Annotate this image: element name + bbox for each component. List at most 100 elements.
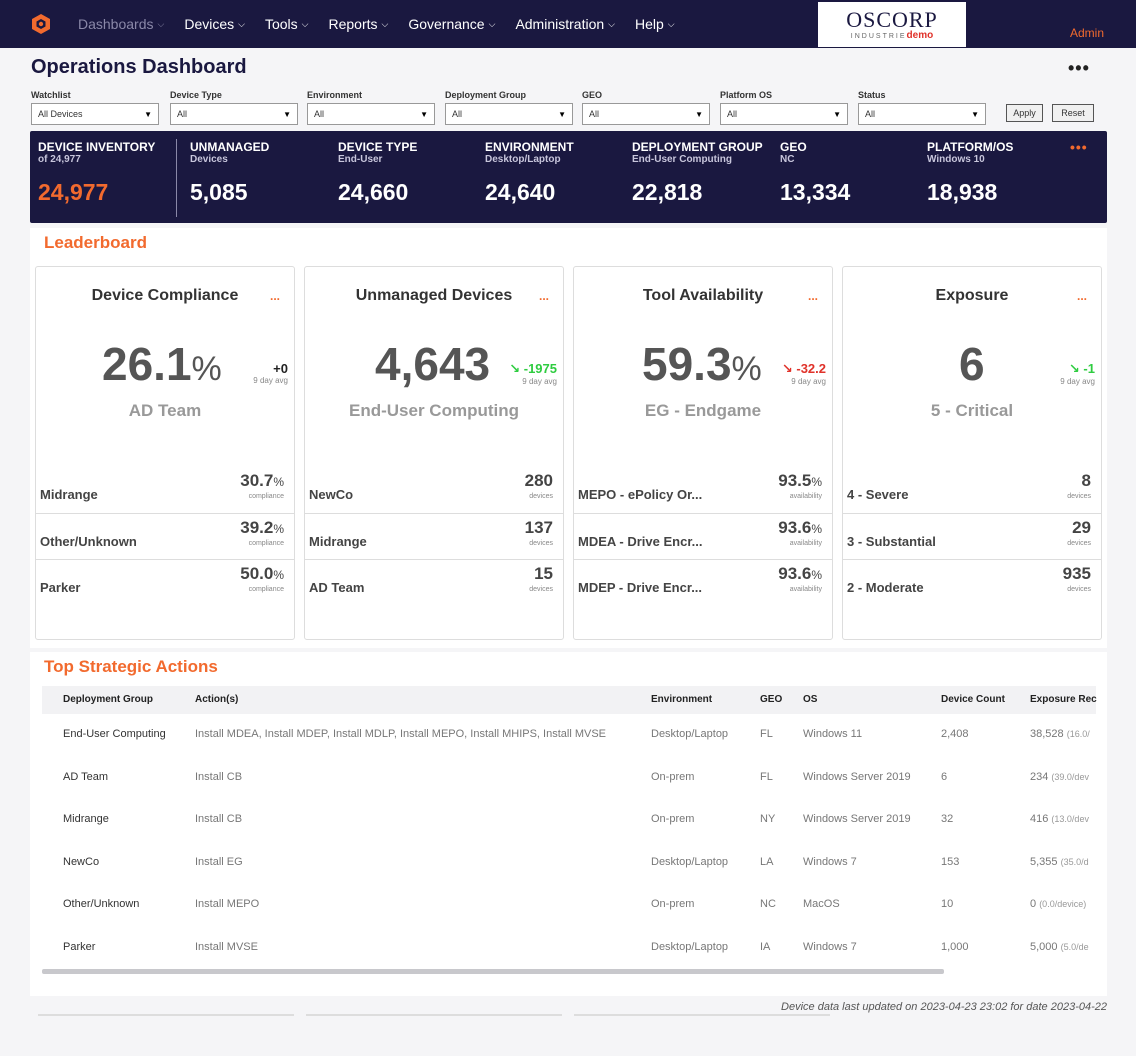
- apply-button[interactable]: Apply: [1006, 104, 1043, 122]
- nav-item-tools[interactable]: Tools ⌵: [265, 16, 309, 32]
- nav-item-devices[interactable]: Devices ⌵: [184, 16, 245, 32]
- leaderboard-row[interactable]: 3 - Substantial 29 devices: [843, 513, 1101, 559]
- table-cell-actions: Install CB: [195, 813, 243, 825]
- leaderboard-row[interactable]: NewCo 280 devices: [305, 467, 563, 513]
- reset-button[interactable]: Reset: [1052, 104, 1094, 122]
- chevron-down-icon: ⌵: [381, 18, 389, 29]
- table-cell-env: On-prem: [651, 898, 695, 910]
- nav-item-label: Help: [634, 16, 664, 32]
- row-caption: availability: [789, 493, 822, 500]
- filter-select[interactable]: All ▼: [582, 103, 710, 125]
- card-more-menu-icon[interactable]: ...: [539, 289, 550, 303]
- column-header[interactable]: Exposure Rec: [1030, 694, 1097, 705]
- nav-item-label: Governance: [408, 16, 485, 32]
- card-more-menu-icon[interactable]: ...: [270, 289, 281, 303]
- table-row[interactable]: Other/Unknown Install MEPO On-prem NC MacOS 1…: [42, 884, 1096, 927]
- table-row[interactable]: AD Team Install CB On-prem FL Windows Server…: [42, 757, 1096, 800]
- column-header[interactable]: GEO: [760, 694, 783, 705]
- kpi-label: GEO: [780, 140, 807, 154]
- table-cell-exposure: 38,528 (16.0/: [1030, 728, 1090, 740]
- kpi-value: 22,818: [632, 179, 703, 205]
- column-header[interactable]: OS: [803, 694, 818, 705]
- column-header[interactable]: Device Count: [941, 694, 1005, 705]
- nav-item-reports[interactable]: Reports ⌵: [328, 16, 388, 32]
- row-name: MEPO - ePolicy Or...: [578, 487, 703, 502]
- leaderboard-row[interactable]: 4 - Severe 8 devices: [843, 467, 1101, 513]
- kpi-device-type[interactable]: DEVICE TYPE End-User: [338, 141, 417, 166]
- row-name: 2 - Moderate: [847, 580, 924, 595]
- leaderboard-card-tool-availability: Tool Availability... 59.3% ↘ -32.2 9 day av…: [573, 266, 833, 640]
- kpi-value: 18,938: [927, 179, 998, 205]
- page-title: Operations Dashboard: [31, 56, 247, 78]
- kpi-device-inventory[interactable]: DEVICE INVENTORY of 24,977: [38, 141, 155, 166]
- table-row[interactable]: Parker Install MVSE Desktop/Laptop IA Window…: [42, 927, 1096, 970]
- filter-label: Device Type: [170, 90, 222, 100]
- filter-select[interactable]: All ▼: [858, 103, 986, 125]
- kpi-value: 13,334: [780, 179, 851, 205]
- filter-environment: Environment All ▼: [307, 90, 435, 125]
- row-caption: devices: [1067, 586, 1091, 593]
- column-header[interactable]: Deployment Group: [63, 694, 154, 705]
- column-header[interactable]: Action(s): [195, 694, 239, 705]
- table-horizontal-scrollbar[interactable]: [42, 969, 944, 974]
- chevron-down-icon: ▼: [971, 109, 979, 119]
- chevron-down-icon: ▼: [420, 109, 428, 119]
- chevron-down-icon: ⌵: [608, 18, 615, 29]
- filter-status: Status All ▼: [858, 90, 986, 125]
- row-caption: compliance: [248, 540, 284, 547]
- leaderboard-row[interactable]: AD Team 15 devices: [305, 559, 563, 605]
- card-more-menu-icon[interactable]: ...: [1077, 289, 1088, 303]
- filter-select[interactable]: All Devices ▼: [31, 103, 159, 125]
- divider-line: [306, 1014, 562, 1016]
- user-menu[interactable]: Admin: [1069, 26, 1104, 40]
- table-cell-geo: NC: [760, 898, 776, 910]
- table-row[interactable]: NewCo Install EG Desktop/Laptop LA Windows 7…: [42, 842, 1096, 885]
- card-more-menu-icon[interactable]: ...: [808, 289, 819, 303]
- filter-select[interactable]: All ▼: [307, 103, 435, 125]
- kpi-environment[interactable]: ENVIRONMENT Desktop/Laptop: [485, 141, 574, 166]
- table-cell-geo: FL: [760, 770, 773, 783]
- filter-select[interactable]: All ▼: [720, 103, 848, 125]
- row-value: 8: [1081, 471, 1091, 490]
- leaderboard-row[interactable]: MEPO - ePolicy Or... 93.5% availability: [574, 467, 832, 513]
- leaderboard-row[interactable]: Midrange 30.7% compliance: [36, 467, 294, 513]
- card-top-group: EG - Endgame: [644, 401, 762, 420]
- kpi-more-menu-icon[interactable]: •••: [1070, 139, 1088, 155]
- column-header[interactable]: Environment: [651, 694, 713, 705]
- row-name: 3 - Substantial: [847, 534, 936, 549]
- table-cell-exposure: 416 (13.0/dev: [1030, 813, 1089, 825]
- brand-subtitle: INDUSTRIEdemo: [850, 29, 934, 41]
- kpi-geo[interactable]: GEO NC: [780, 141, 807, 166]
- row-value: 935: [1062, 564, 1091, 583]
- page-more-menu-icon[interactable]: •••: [1068, 58, 1090, 78]
- row-name: NewCo: [309, 487, 354, 502]
- filter-select[interactable]: All ▼: [445, 103, 573, 125]
- app-logo-icon[interactable]: [30, 13, 52, 35]
- leaderboard-row[interactable]: MDEA - Drive Encr... 93.6% availability: [574, 513, 832, 559]
- table-cell-geo: NY: [760, 813, 776, 825]
- kpi-deployment-group[interactable]: DEPLOYMENT GROUP End-User Computing: [632, 141, 763, 166]
- brand-name: OSCORP: [846, 6, 938, 32]
- leaderboard-row[interactable]: MDEP - Drive Encr... 93.6% availability: [574, 559, 832, 605]
- table-row[interactable]: Midrange Install CB On-prem NY Windows Serve…: [42, 799, 1096, 842]
- nav-item-governance[interactable]: Governance ⌵: [408, 16, 495, 32]
- leaderboard-row[interactable]: Midrange 137 devices: [305, 513, 563, 559]
- leaderboard-row[interactable]: Parker 50.0% compliance: [36, 559, 294, 605]
- table-cell-actions: Install EG: [195, 855, 243, 868]
- leaderboard-row[interactable]: 2 - Moderate 935 devices: [843, 559, 1101, 605]
- kpi-unmanaged[interactable]: UNMANAGED Devices: [190, 141, 269, 166]
- table-cell-env: Desktop/Laptop: [651, 728, 729, 740]
- nav-item-administration[interactable]: Administration ⌵: [515, 16, 615, 32]
- table-cell-env: Desktop/Laptop: [651, 855, 729, 868]
- nav-item-dashboards[interactable]: Dashboards ⌵: [78, 16, 164, 32]
- table-row[interactable]: End-User Computing Install MDEA, Install …: [42, 714, 1096, 757]
- nav-item-help[interactable]: Help ⌵: [635, 16, 675, 32]
- chevron-down-icon: ⌵: [157, 18, 165, 29]
- table-cell-geo: FL: [760, 728, 773, 740]
- kpi-value: 24,660: [338, 179, 409, 205]
- filter-value: All Devices: [38, 109, 83, 119]
- leaderboard-row[interactable]: Other/Unknown 39.2% compliance: [36, 513, 294, 559]
- filter-select[interactable]: All ▼: [170, 103, 298, 125]
- kpi-platform-os[interactable]: PLATFORM/OS Windows 10: [927, 141, 1013, 166]
- row-name: AD Team: [309, 580, 365, 595]
